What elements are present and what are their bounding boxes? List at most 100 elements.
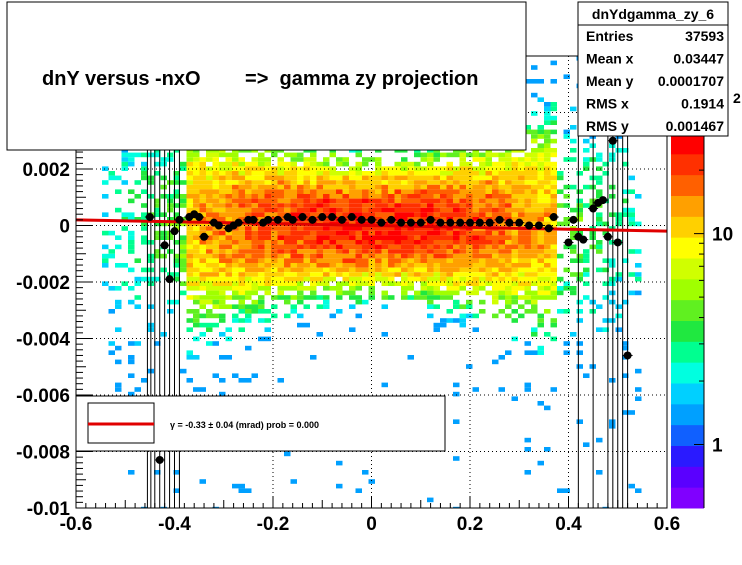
heatmap-cell <box>524 249 531 254</box>
heatmap-cell <box>518 157 525 162</box>
heatmap-cell <box>310 258 317 263</box>
heatmap-cell <box>297 235 304 240</box>
heatmap-cell <box>219 230 226 236</box>
heatmap-cell <box>511 249 518 254</box>
heatmap-cell <box>167 203 174 208</box>
heatmap-cell <box>505 313 512 319</box>
heatmap-cell <box>440 207 447 213</box>
heatmap-cell <box>199 313 206 319</box>
heatmap-cell <box>433 235 440 240</box>
profile-point <box>357 215 366 224</box>
heatmap-cell <box>492 244 499 250</box>
heatmap-cell <box>459 189 466 194</box>
heatmap-cell <box>492 290 499 296</box>
heatmap-cell <box>505 253 512 259</box>
heatmap-cell <box>206 221 213 227</box>
heatmap-cell <box>212 203 219 208</box>
heatmap-cell <box>492 258 499 263</box>
profile-points <box>144 56 633 464</box>
heatmap-cell <box>602 506 609 508</box>
heatmap-cell <box>550 79 557 84</box>
heatmap-cell <box>518 304 525 309</box>
heatmap-cell <box>277 244 284 250</box>
heatmap-cell <box>427 249 434 254</box>
heatmap-cell <box>407 240 414 245</box>
heatmap-cell <box>193 230 200 236</box>
heatmap-cell <box>342 171 349 176</box>
heatmap-cell <box>264 161 271 167</box>
heatmap-cell <box>459 267 466 273</box>
heatmap-cell <box>433 189 440 194</box>
heatmap-cell <box>498 235 505 240</box>
heatmap-cell <box>297 267 304 273</box>
heatmap-cell <box>524 276 531 282</box>
heatmap-cell <box>316 258 323 263</box>
heatmap-cell <box>167 221 174 227</box>
heatmap-cell <box>531 203 538 208</box>
heatmap-cell <box>206 152 213 158</box>
heatmap-cell <box>433 295 440 300</box>
heatmap-cell <box>524 286 531 291</box>
heatmap-cell <box>531 148 538 153</box>
heatmap-cell <box>531 221 538 227</box>
heatmap-cell <box>368 203 375 208</box>
heatmap-cell <box>238 230 245 236</box>
heatmap-cell <box>570 125 577 130</box>
heatmap-cell <box>433 203 440 208</box>
heatmap-cell <box>271 207 278 213</box>
heatmap-cell <box>407 267 414 273</box>
heatmap-cell <box>583 184 590 190</box>
heatmap-cell <box>349 253 356 259</box>
heatmap-cell <box>479 157 486 162</box>
heatmap-cell <box>180 258 187 263</box>
heatmap-cell <box>401 207 408 213</box>
heatmap-cell <box>388 212 395 217</box>
heatmap-cell <box>433 157 440 162</box>
heatmap-cell <box>277 157 284 162</box>
heatmap-cell <box>238 249 245 254</box>
heatmap-cell <box>440 322 447 328</box>
heatmap-cell <box>557 171 564 176</box>
heatmap-cell <box>264 235 271 240</box>
heatmap-cell <box>440 203 447 208</box>
heatmap-cell <box>401 203 408 208</box>
heatmap-cell <box>440 152 447 158</box>
heatmap-cell <box>381 332 388 337</box>
heatmap-cell <box>193 281 200 286</box>
heatmap-cell <box>524 281 531 286</box>
heatmap-cell <box>329 244 336 250</box>
color-scale-band <box>671 237 704 259</box>
heatmap-cell <box>544 102 551 107</box>
heatmap-cell <box>479 286 486 291</box>
heatmap-cell <box>394 267 401 273</box>
heatmap-cell <box>401 230 408 236</box>
heatmap-cell <box>349 258 356 263</box>
heatmap-cell <box>388 249 395 254</box>
heatmap-cell <box>388 175 395 181</box>
heatmap-cell <box>193 152 200 158</box>
heatmap-cell <box>115 175 122 181</box>
heatmap-cell <box>297 286 304 291</box>
heatmap-cell <box>277 240 284 245</box>
heatmap-cell <box>524 184 531 190</box>
heatmap-cell <box>453 456 460 461</box>
heatmap-cell <box>615 221 622 227</box>
heatmap-cell <box>245 281 252 286</box>
heatmap-cell <box>219 318 226 323</box>
heatmap-cell <box>420 189 427 194</box>
heatmap-cell <box>368 180 375 185</box>
stats-row-value: 0.001467 <box>666 118 725 134</box>
heatmap-cell <box>284 263 291 268</box>
heatmap-cell <box>303 322 310 328</box>
heatmap-cell <box>258 171 265 176</box>
heatmap-cell <box>368 230 375 236</box>
heatmap-cell <box>225 272 232 277</box>
heatmap-cell <box>531 157 538 162</box>
heatmap-cell <box>251 258 258 263</box>
heatmap-cell <box>219 175 226 181</box>
heatmap-cell <box>349 327 356 332</box>
heatmap-cell <box>492 189 499 194</box>
heatmap-cell <box>128 212 135 217</box>
heatmap-cell <box>453 189 460 194</box>
heatmap-cell <box>368 157 375 162</box>
